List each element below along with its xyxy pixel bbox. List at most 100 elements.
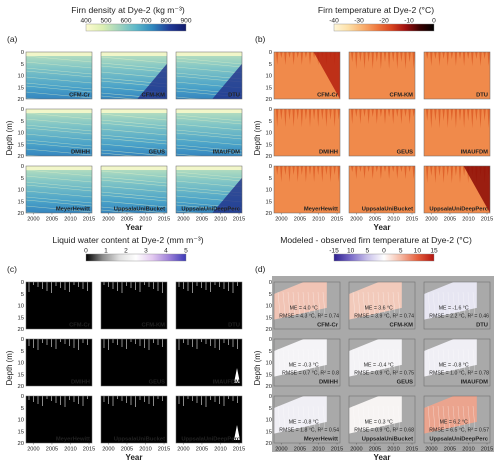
y-tick-label: 5 [21,349,24,355]
subplot-cfm-cr: CFM-Cr 0 5 10 15 20 [18,50,93,103]
mean-error: ME = -0.8 °C [439,362,469,368]
y-tick-label: 5 [269,406,272,412]
y-tick-label: 10 [266,74,272,80]
y-tick-label: 20 [18,154,24,160]
y-tick-label: 0 [21,107,24,113]
y-tick-label: 20 [18,441,24,447]
colorbar [333,253,435,262]
x-tick-label: 2005 [369,217,381,223]
colorbar-tick-label: 10 [347,248,355,255]
y-tick-label: 20 [18,97,24,103]
x-tick-label: 2000 [177,217,189,223]
subplot-imaufdm: IMAUFDM [175,338,243,387]
subplot-imaufdm: ME = -0.8 °C RMSE = 1.0 °C, R² = 0.78 IMAU… [423,338,491,387]
y-tick-label: 0 [269,164,272,170]
colorbar-tick-label: -10 [404,18,414,25]
model-label: CFM-KM [389,323,413,329]
colorbar-tick-label: 15 [430,248,438,255]
model-label: UppsalaUniBucket [362,207,413,213]
colorbar-tick-label: 4 [164,248,168,255]
x-tick-label: 2010 [312,217,324,223]
model-label: DTU [228,93,240,99]
subplot-geus: GEUS [100,338,168,387]
y-axis-label: Depth (m) [5,120,14,155]
y-tick-label: 15 [266,372,272,378]
y-axis-label: Depth (m) [253,120,262,155]
subplot-cfm-cr: CFM-Cr 0 5 10 15 20 [266,50,341,103]
colorbar-tick-label: 5 [365,248,369,255]
y-tick-label: 5 [269,292,272,298]
rmse-r2: RMSE = 1.0 °C, R² = 0.78 [429,371,489,377]
model-label: DMIHH [71,380,90,386]
stats-annotation: ME = -0.4 °C RMSE = 0.9 °C, R² = 0.75 [354,362,414,376]
colorbar-tick-label: 0 [432,18,436,25]
x-tick-label: 2005 [46,217,58,223]
model-label: CFM-KM [389,93,413,99]
rmse-r2: RMSE = 6.5 °C, R² = 0.57 [429,428,489,434]
colorbar-tick-label: 5 [399,248,403,255]
subplot-dtu: DTU [175,51,243,100]
y-tick-label: 0 [269,107,272,113]
y-tick-label: 0 [269,50,272,56]
subplot-geus: GEUS [348,108,416,157]
x-tick-label: 2005 [196,447,208,453]
subplot-uppsalaunideepperc: ME = 6.2 °C RMSE = 6.5 °C, R² = 0.57 Uppsa… [423,395,493,453]
y-tick-label: 15 [266,429,272,435]
x-axis-label: Year [126,223,143,232]
x-tick-label: 2015 [406,217,418,223]
colorbar-tick-label: 10 [414,248,422,255]
y-tick-label: 10 [18,418,24,424]
subplot-cfm-km: ME = 3.6 °C RMSE = 3.9 °C, R² = 0.74 CFM-K… [348,281,416,330]
colorbar-tick-label: 0 [84,248,88,255]
colorbar-tick-label: -30 [354,18,364,25]
model-label: IMAUFDM [213,150,241,156]
y-tick-label: 5 [269,349,272,355]
panel-letter: (b) [255,34,266,44]
y-tick-label: 15 [18,142,24,148]
y-tick-label: 10 [18,304,24,310]
mean-error: ME = 3.6 °C [365,305,393,311]
colorbar-tick-label: 500 [100,18,111,25]
subplot-dmihh: DMIHH 0 5 10 15 20 [18,337,93,390]
subplot-uppsalaunideepperc: UppsalaUniDeepPerc 2000 2005 2010 2015 [423,165,493,223]
model-label: DMIHH [319,380,338,386]
model-label: GEUS [149,150,166,156]
x-tick-label: 2015 [83,217,95,223]
subplot-cfm-km: CFM-KM [100,281,168,330]
y-tick-label: 10 [18,131,24,137]
y-tick-label: 15 [266,85,272,91]
panel-c: Liquid water content at Dye-2 (mm m⁻³) 0 1… [5,235,245,462]
mean-error: ME = -0.4 °C [364,362,394,368]
subplot-geus: GEUS [100,108,168,157]
stats-annotation: ME = 4.0 °C RMSE = 4.3 °C, R² = 0.74 [279,305,339,319]
colorbar [85,23,187,32]
y-tick-label: 5 [21,176,24,182]
x-tick-label: 2005 [121,217,133,223]
x-tick-label: 2005 [294,447,306,453]
x-tick-label: 2015 [233,217,245,223]
model-label: UppsalaUniBucket [362,437,413,443]
x-tick-label: 2005 [444,217,456,223]
colorbar-tick-label: 0 [382,248,386,255]
model-label: UppsalaUniDeepPerc [429,437,488,443]
x-tick-label: 2005 [294,217,306,223]
x-tick-label: 2005 [196,217,208,223]
mean-error: ME = -0.8 °C [289,419,319,425]
stats-annotation: ME = -0.8 °C RMSE = 1.8 °C, R² = 0.54 [279,419,339,433]
subplot-cfm-cr: ME = 4.0 °C RMSE = 4.3 °C, R² = 0.74 CFM-C… [266,280,341,333]
x-tick-label: 2000 [425,217,437,223]
subplot-uppsalaunibucket: ME = 0.3 °C RMSE = 0.9 °C, R² = 0.68 Uppsa… [348,395,418,453]
colorbar-tick-label: 3 [144,248,148,255]
x-tick-label: 2000 [27,217,39,223]
model-label: UppsalaUniBucket [114,207,165,213]
y-tick-label: 10 [18,74,24,80]
y-tick-label: 20 [18,211,24,217]
model-label: UppsalaUniDeepPerc [429,207,488,213]
y-tick-label: 20 [266,211,272,217]
model-label: CFM-KM [141,93,165,99]
panel-letter: (a) [7,34,18,44]
x-tick-label: 2010 [139,447,151,453]
x-tick-label: 2010 [387,447,399,453]
